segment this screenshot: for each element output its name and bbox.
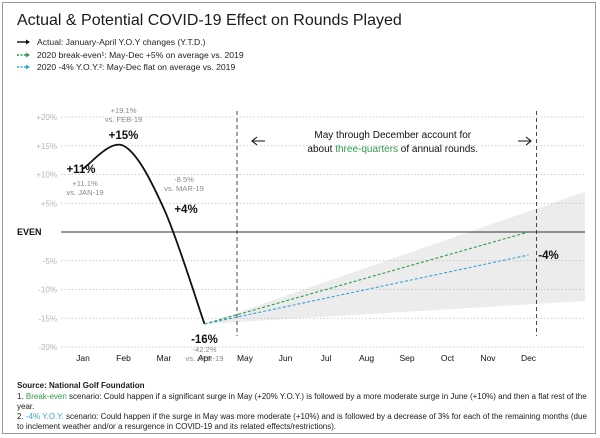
x-tick-label: Jul xyxy=(321,353,332,363)
x-tick-label: Apr xyxy=(198,353,211,363)
legend-label-break-even: 2020 break-even¹: May-Dec +5% on average… xyxy=(37,49,244,60)
plot-area: +20% +15% +10% +5% EVEN -5% -10% -15% -20% Jan Fe… xyxy=(17,106,585,363)
point-label-main: -4% xyxy=(538,250,558,262)
series-line-1 xyxy=(204,231,529,325)
series-line-0 xyxy=(82,143,206,325)
footnote-1: 1. Break-even scenario: Could happen if … xyxy=(17,392,587,411)
x-tick-label: Oct xyxy=(441,353,455,363)
point-label-sub: +11.1% xyxy=(72,179,98,188)
point-label-sub: vs. MAR-19 xyxy=(164,184,204,193)
point-label-main: +4% xyxy=(174,204,197,216)
chart-title: Actual & Potential COVID-19 Effect on Ro… xyxy=(17,12,402,29)
legend-entry-actual: Actual: January-April Y.O.Y changes (Y.T… xyxy=(17,36,244,49)
x-tick-label: Mar xyxy=(157,353,172,363)
legend-entry-minus4: 2020 -4% Y.O.Y.²: May-Dec flat on averag… xyxy=(17,61,244,74)
y-tick-label: EVEN xyxy=(17,227,42,237)
x-tick-label: Aug xyxy=(359,353,374,363)
y-tick-label: +20% xyxy=(36,113,57,122)
series-line-2 xyxy=(204,254,529,325)
footnote-2-highlight: -4% Y.O.Y. xyxy=(25,412,64,421)
legend-swatch-minus4 xyxy=(17,64,30,70)
chart-footer: Source: National Golf Foundation 1. Brea… xyxy=(17,381,589,432)
y-tick-label: +15% xyxy=(36,142,57,151)
legend-label-actual: Actual: January-April Y.O.Y changes (Y.T… xyxy=(37,37,206,48)
point-label-sub: vs. JAN-19 xyxy=(66,188,103,197)
y-tick-label: +10% xyxy=(36,171,57,180)
y-tick-label: -20% xyxy=(38,343,57,352)
y-tick-label: +5% xyxy=(41,199,57,208)
point-label-sub: vs. APR-19 xyxy=(186,354,224,363)
x-tick-label: Sep xyxy=(399,353,414,363)
x-tick-label: Jun xyxy=(279,353,293,363)
annotation-line-1: May through December account for xyxy=(314,130,471,141)
x-tick-label: Dec xyxy=(521,353,537,363)
source-note: Source: National Golf Foundation xyxy=(17,381,145,390)
point-label-main: -16% xyxy=(191,334,218,346)
chart-legend: Actual: January-April Y.O.Y changes (Y.T… xyxy=(17,36,244,74)
x-tick-label: May xyxy=(237,353,254,363)
x-tick-label: Jan xyxy=(76,353,90,363)
y-tick-label: -10% xyxy=(38,286,57,295)
range-band xyxy=(204,191,585,324)
footnote-2: 2. -4% Y.O.Y. scenario: Could happen if … xyxy=(17,412,587,431)
point-label-sub: -8.5% xyxy=(174,175,194,184)
y-tick-label: -5% xyxy=(43,257,57,266)
point-label-sub: +19.1% xyxy=(111,106,137,115)
point-label-main: +11% xyxy=(66,164,95,176)
point-label-sub: vs. FEB-19 xyxy=(105,115,143,124)
legend-entry-break-even: 2020 break-even¹: May-Dec +5% on average… xyxy=(17,49,244,62)
point-label-main: +15% xyxy=(109,130,139,142)
x-tick-label: Nov xyxy=(480,353,496,363)
x-tick-label: Feb xyxy=(116,353,131,363)
y-tick-label: -15% xyxy=(38,314,57,323)
annotation-line-2: about three-quarters of annual rounds. xyxy=(307,144,478,155)
point-label-sub: -42.2% xyxy=(192,345,216,354)
footnote-1-highlight: Break-even xyxy=(25,392,67,401)
legend-label-minus4: 2020 -4% Y.O.Y.²: May-Dec flat on averag… xyxy=(37,62,236,73)
legend-swatch-actual xyxy=(17,39,30,45)
chart-frame: Actual & Potential COVID-19 Effect on Ro… xyxy=(2,2,596,434)
annotation-arrow-right xyxy=(518,136,532,146)
legend-swatch-break-even xyxy=(17,52,30,58)
annotation-arrow-left xyxy=(251,136,265,146)
